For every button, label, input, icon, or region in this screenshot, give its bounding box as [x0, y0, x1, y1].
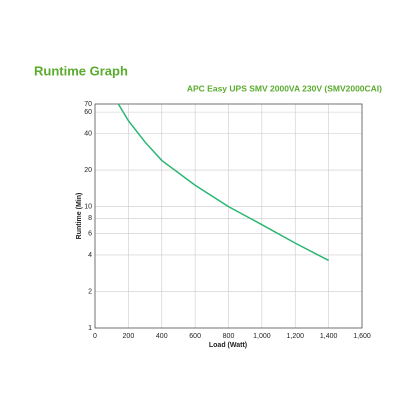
x-tick-label: 400	[156, 333, 168, 340]
chart-subtitle: APC Easy UPS SMV 2000VA 230V (SMV2000CAI…	[187, 83, 382, 93]
data-line	[117, 103, 329, 262]
chart-title: Runtime Graph	[34, 63, 128, 78]
y-tick-label: 1	[88, 325, 92, 332]
x-tick-label: 1,000	[253, 333, 271, 340]
x-axis-label: Load (Watt)	[209, 342, 247, 349]
y-tick-label: 10	[84, 203, 92, 210]
plot-frame	[94, 103, 363, 329]
x-tick-label: 1,200	[286, 333, 304, 340]
x-tick-label: 1,400	[320, 333, 338, 340]
y-tick-label: 4	[88, 252, 92, 259]
y-tick-label: 70	[84, 101, 92, 108]
x-tick-label: 800	[223, 333, 235, 340]
x-tick-label: 600	[189, 333, 201, 340]
x-tick-label: 0	[93, 333, 97, 340]
y-tick-label: 2	[88, 288, 92, 295]
y-tick-label: 60	[84, 109, 92, 116]
y-tick-label: 6	[88, 230, 92, 237]
y-tick-label: 40	[84, 130, 92, 137]
x-tick-label: 200	[123, 333, 135, 340]
y-tick-label: 20	[84, 167, 92, 174]
y-tick-label: 8	[88, 215, 92, 222]
x-tick-label: 1,600	[353, 333, 371, 340]
y-axis-label: Runtime (Min)	[76, 193, 83, 240]
